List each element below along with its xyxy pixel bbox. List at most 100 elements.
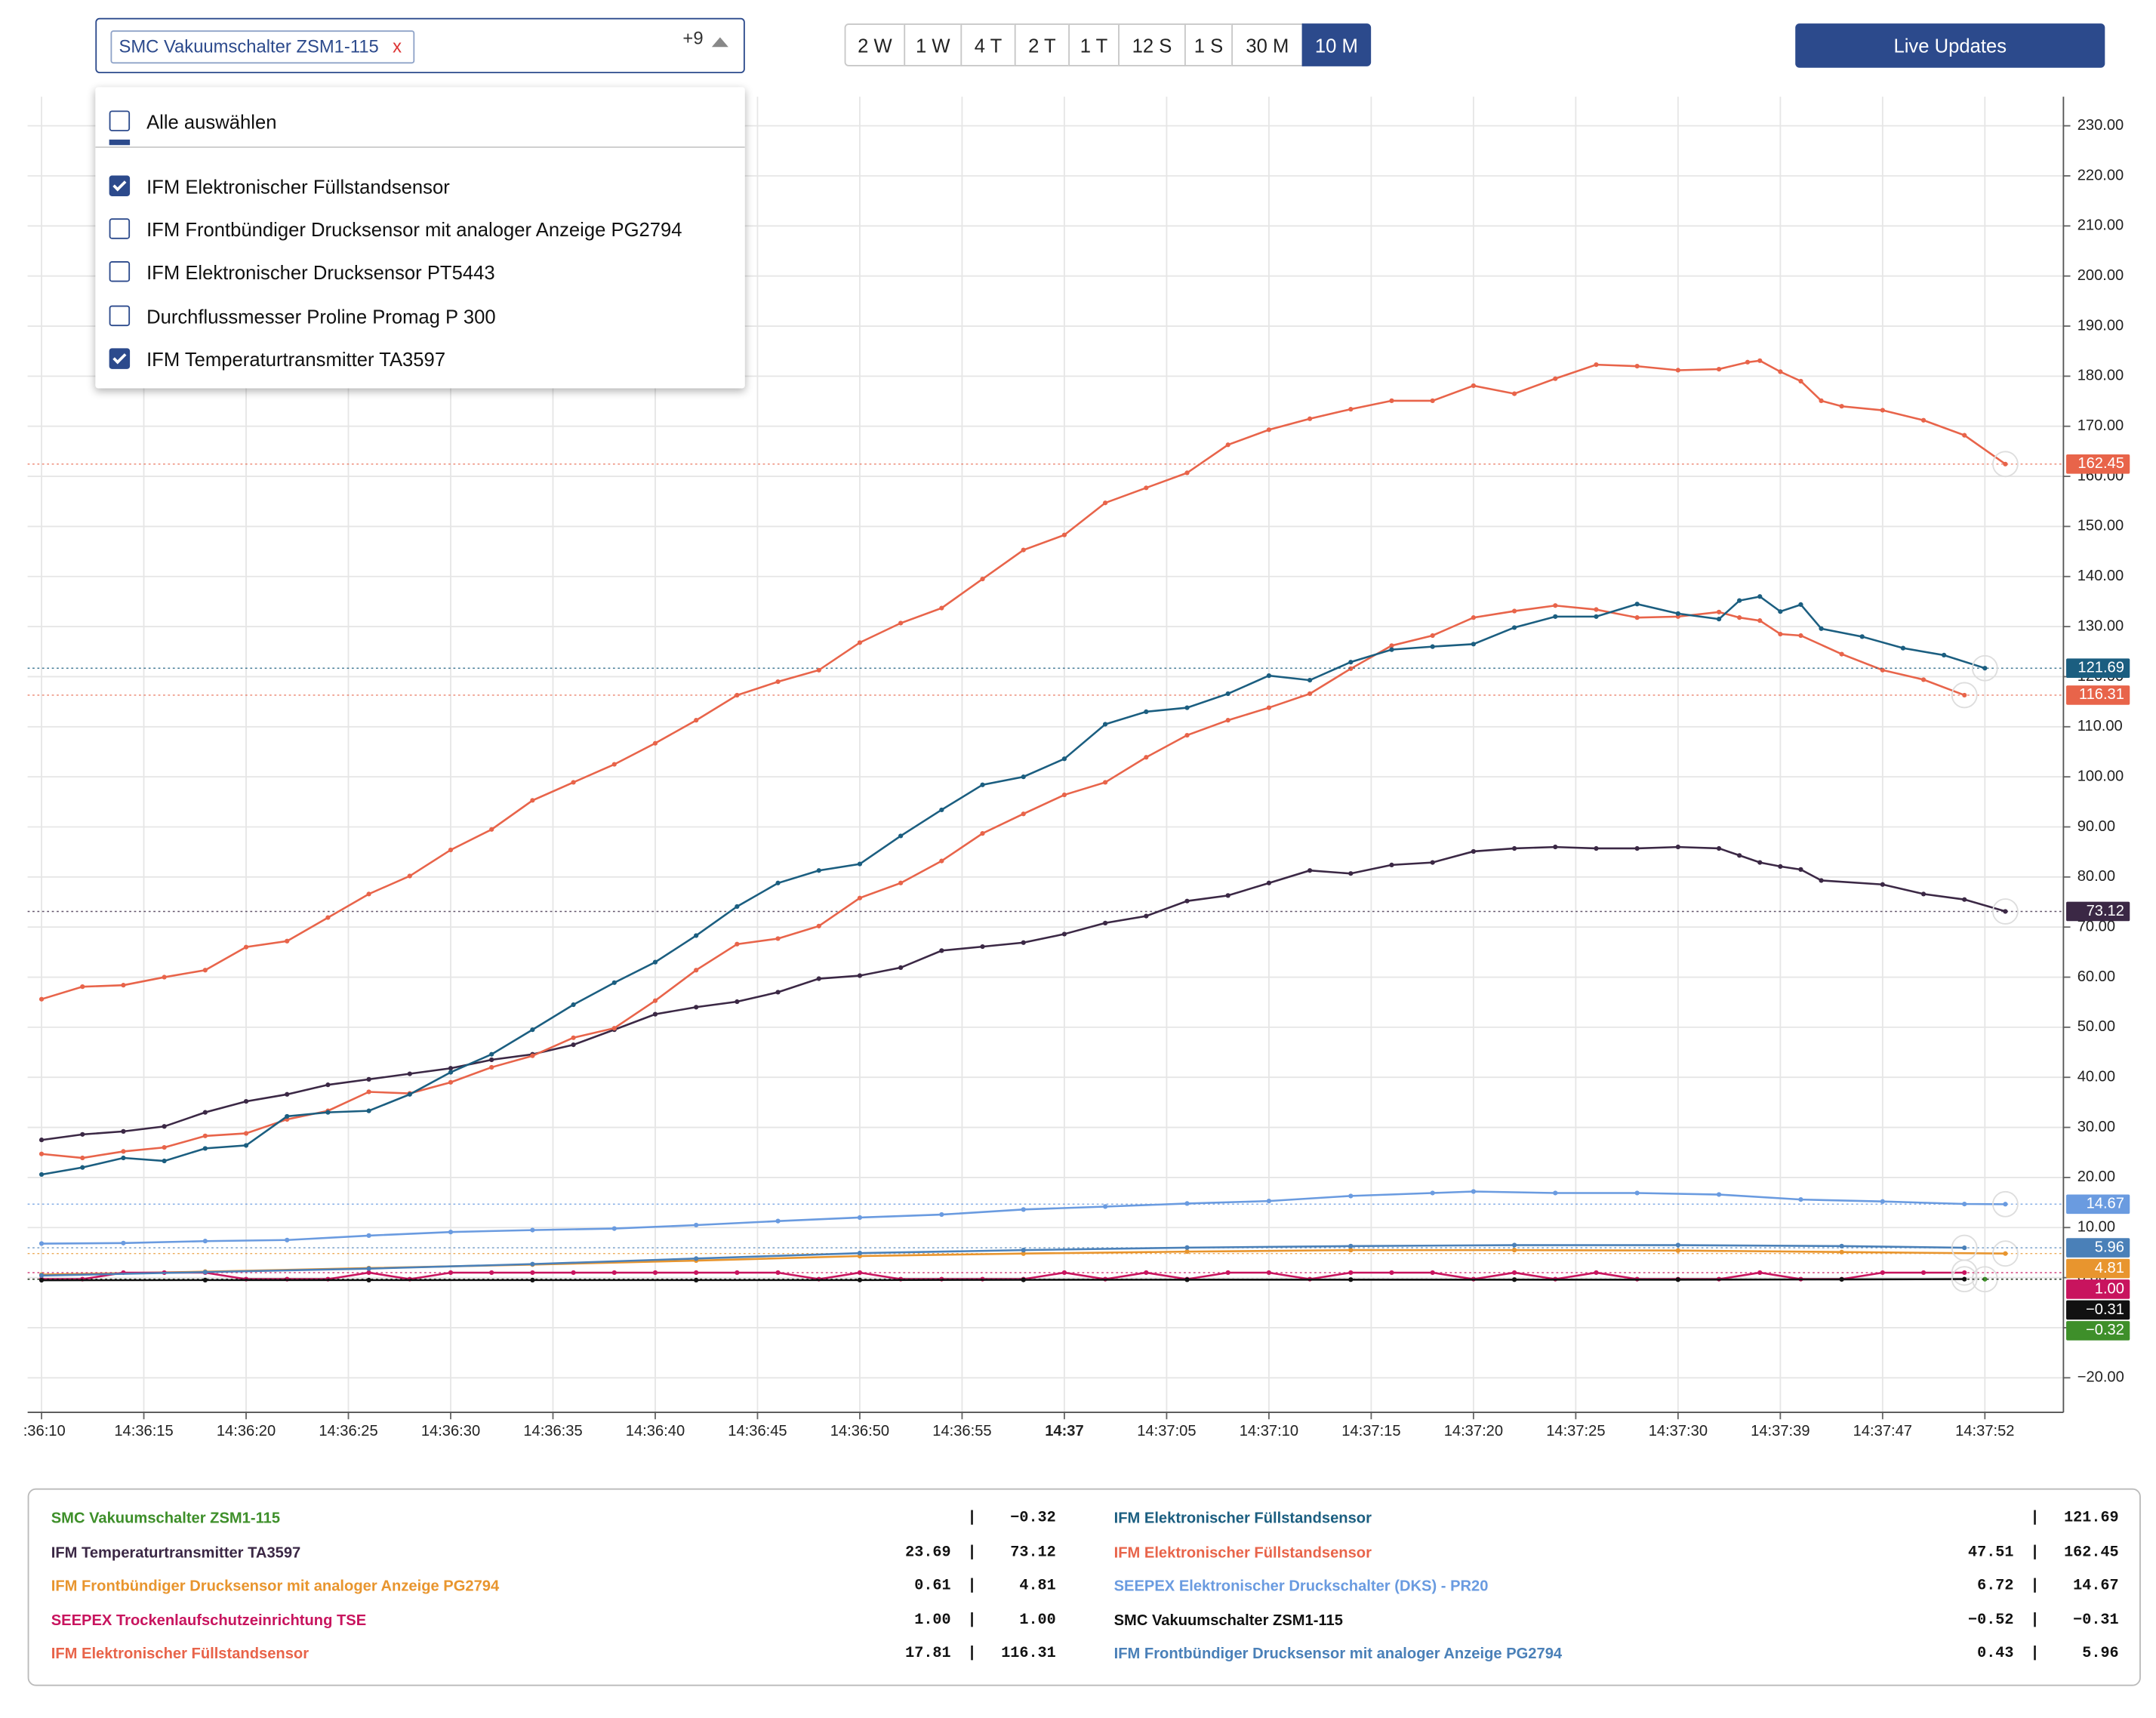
dropdown-item[interactable]: IFM Temperaturtransmitter TA3597 <box>109 346 732 374</box>
y-tick-label: 210.00 <box>2077 217 2124 234</box>
point <box>611 1026 617 1031</box>
point <box>1716 845 1722 851</box>
point <box>285 1113 290 1119</box>
point <box>694 1270 699 1276</box>
checkbox[interactable] <box>109 218 131 239</box>
value-box-label: 14.67 <box>2087 1196 2124 1212</box>
range-button[interactable]: 2 W <box>844 23 906 66</box>
point <box>1737 598 1742 603</box>
point <box>162 1144 167 1150</box>
point <box>1061 532 1067 537</box>
checkbox[interactable] <box>109 110 131 131</box>
point <box>980 782 985 787</box>
value-box <box>2066 1279 2130 1299</box>
point <box>1634 845 1640 851</box>
point <box>1942 652 1947 658</box>
live-updates-button[interactable]: Live Updates <box>1795 23 2105 68</box>
point <box>1144 913 1149 919</box>
range-button[interactable]: 1 S <box>1184 23 1234 66</box>
x-tick-label: 14:37:15 <box>1341 1423 1400 1439</box>
end-ring <box>1992 1240 2019 1267</box>
point <box>652 998 658 1003</box>
point <box>1745 359 1751 365</box>
point <box>1962 897 1967 902</box>
point <box>1757 1270 1763 1276</box>
point <box>80 1131 85 1137</box>
point <box>816 868 821 873</box>
point <box>1307 691 1313 697</box>
point <box>1962 433 1967 438</box>
point <box>1511 1270 1517 1276</box>
point <box>1634 363 1640 369</box>
point <box>162 1124 167 1129</box>
y-tick-label: 130.00 <box>2077 617 2124 634</box>
point <box>1511 391 1517 396</box>
y-tick-label: 80.00 <box>2077 868 2115 885</box>
item-label: Alle auswählen <box>146 110 277 133</box>
y-tick-label: 220.00 <box>2077 167 2124 183</box>
dropdown-item[interactable]: IFM Elektronischer Drucksensor PT5443 <box>109 258 732 286</box>
point <box>611 980 617 985</box>
range-button[interactable]: 10 M <box>1301 23 1372 66</box>
point <box>980 576 985 582</box>
chip-remove[interactable]: x <box>393 35 402 57</box>
point <box>366 1108 371 1113</box>
point <box>1675 611 1680 616</box>
dropdown-item[interactable]: Alle auswählen <box>109 108 732 136</box>
checkbox[interactable] <box>109 348 131 369</box>
legend-current: −0.31 <box>2073 1612 2119 1629</box>
end-ring <box>1951 1266 1978 1293</box>
point <box>1553 603 1558 608</box>
legend-min: 6.72 <box>1977 1578 2014 1595</box>
point <box>121 1155 126 1161</box>
selected-chip[interactable]: SMC Vakuumschalter ZSM1-115 x <box>110 30 414 64</box>
dropdown-item[interactable]: Durchflussmesser Proline Promag P 300 <box>109 303 732 331</box>
end-ring <box>1951 682 1978 709</box>
point <box>1471 1189 1476 1194</box>
x-tick-label: 14:36:30 <box>421 1423 480 1439</box>
range-button[interactable]: 1 T <box>1068 23 1120 66</box>
point <box>1021 1277 1026 1282</box>
series-select[interactable]: SMC Vakuumschalter ZSM1-115 x +9 <box>95 17 745 74</box>
legend-min: 0.43 <box>1977 1646 2014 1663</box>
point <box>1225 442 1230 448</box>
point <box>1880 1270 1885 1276</box>
range-button[interactable]: 4 T <box>960 23 1016 66</box>
series-line <box>42 1190 2006 1245</box>
point <box>1389 862 1394 868</box>
checkbox[interactable] <box>109 175 131 196</box>
point <box>1144 485 1149 491</box>
point <box>1307 677 1313 683</box>
point <box>1430 860 1435 865</box>
point <box>1103 920 1108 925</box>
point <box>1819 626 1824 631</box>
dropdown-item[interactable]: IFM Frontbündiger Drucksensor mit analog… <box>109 216 732 244</box>
point <box>1184 1277 1190 1282</box>
item-label: IFM Frontbündiger Drucksensor mit analog… <box>146 218 682 241</box>
point <box>1348 1243 1354 1248</box>
caret[interactable] <box>711 37 728 48</box>
point <box>735 904 740 910</box>
range-button[interactable]: 12 S <box>1118 23 1186 66</box>
checkbox[interactable] <box>109 305 131 327</box>
checkbox[interactable] <box>109 261 131 282</box>
dropdown-item[interactable]: IFM Elektronischer Füllstandsensor <box>109 173 732 201</box>
point <box>1880 667 1885 673</box>
point <box>1389 643 1394 648</box>
point <box>1471 848 1476 854</box>
point <box>1348 871 1354 876</box>
point <box>1962 1201 1967 1207</box>
y-tick-label: 30.00 <box>2077 1119 2115 1135</box>
range-button[interactable]: 2 T <box>1014 23 1070 66</box>
point <box>407 1071 412 1076</box>
point <box>1757 358 1763 363</box>
range-button[interactable]: 1 W <box>904 23 962 66</box>
point <box>694 1277 699 1283</box>
legend-name: SMC Vakuumschalter ZSM1-115 <box>51 1510 281 1528</box>
range-button[interactable]: 30 M <box>1231 23 1304 66</box>
point <box>1757 594 1763 599</box>
point <box>489 1064 494 1070</box>
y-tick-label: 230.00 <box>2077 117 2124 134</box>
